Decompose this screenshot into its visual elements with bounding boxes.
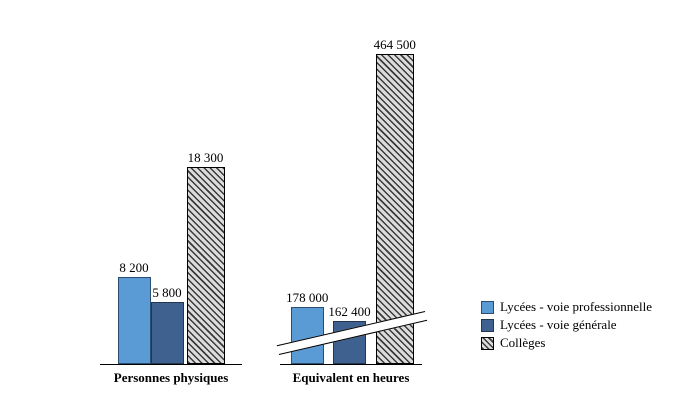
- value-label: 5 800: [152, 285, 182, 300]
- bar-wrap: 8 200: [117, 260, 151, 364]
- value-label: 178 000: [286, 290, 329, 305]
- legend-item: Collèges: [481, 334, 652, 352]
- legend-swatch-lycees-voie-generale: [481, 318, 494, 332]
- bar-lycees-voie-generale: [150, 302, 184, 364]
- legend-label: Lycées - voie professionnelle: [500, 299, 652, 314]
- legend-label: Collèges: [500, 335, 546, 350]
- legend-item: Lycées - voie professionnelle: [481, 298, 652, 316]
- bar-cluster: 8 200 5 800 18 300: [100, 0, 242, 365]
- value-label: 162 400: [328, 304, 371, 319]
- value-label: 18 300: [187, 150, 224, 165]
- legend: Lycées - voie professionnelle Lycées - v…: [481, 298, 652, 352]
- bar-wrap: 162 400: [328, 304, 371, 364]
- bar-wrap: 5 800: [150, 285, 184, 364]
- group-personnes-physiques: 8 200 5 800 18 300 Personnes physiques: [100, 0, 242, 385]
- legend-swatch-colleges: [481, 336, 494, 350]
- bar-wrap: 18 300: [186, 150, 225, 364]
- legend-item: Lycées - voie générale: [481, 316, 652, 334]
- category-label: Equivalent en heures: [292, 370, 410, 385]
- legend-label: Lycées - voie générale: [500, 317, 617, 332]
- bar-cluster: 178 000 162 400 464 500: [276, 0, 428, 365]
- value-label: 464 500: [373, 37, 416, 52]
- group-equivalent-en-heures: 178 000 162 400 464 500 Equivalent en he…: [276, 0, 428, 385]
- bar-colleges: [186, 167, 225, 364]
- value-label: 8 200: [119, 260, 149, 275]
- bar-wrap: 178 000: [286, 291, 328, 364]
- bar-colleges: [375, 54, 414, 364]
- category-label: Personnes physiques: [113, 370, 229, 385]
- bar-lycees-voie-professionnelle: [117, 277, 151, 364]
- legend-swatch-lycees-voie-professionnelle: [481, 300, 494, 314]
- bar-wrap: 464 500: [374, 38, 416, 364]
